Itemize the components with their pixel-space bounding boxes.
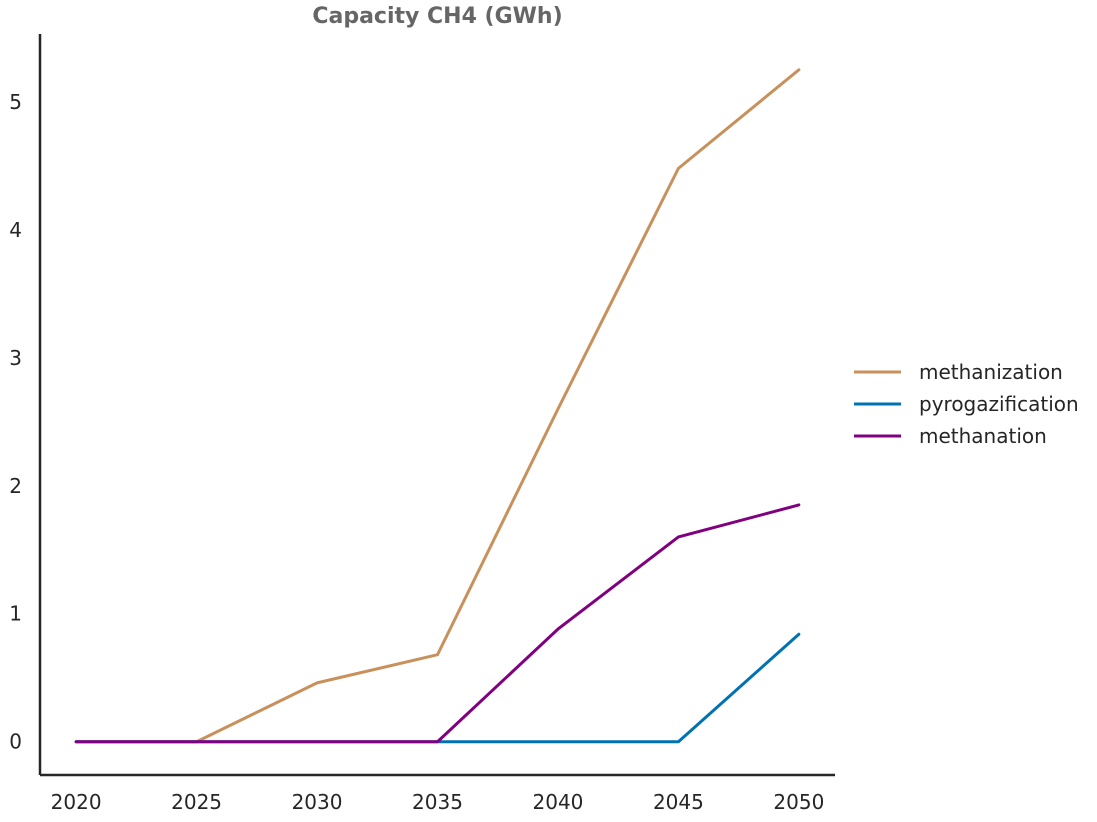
x-tick-label: 2020 [51,790,102,814]
series-line-methanation [74,503,801,744]
legend-label: methanization [919,360,1063,384]
legend: methanization pyrogazification methanation [854,360,1079,448]
axes [38,34,835,777]
y-tick-label: 3 [9,346,22,370]
y-tick-label: 4 [9,218,22,242]
x-tick-label: 2050 [773,790,824,814]
series-line-pyrogazification [74,632,801,744]
y-tick-labels: 0 1 2 3 4 5 [9,90,22,754]
x-tick-label: 2025 [171,790,222,814]
x-tick-label: 2045 [653,790,704,814]
x-tick-label: 2035 [412,790,463,814]
x-tick-label: 2040 [533,790,584,814]
chart-title: Capacity CH4 (GWh) [312,4,563,29]
y-tick-label: 1 [9,602,22,626]
y-tick-label: 2 [9,474,22,498]
y-tick-label: 5 [9,90,22,114]
legend-label: methanation [919,424,1047,448]
series-line-methanization [74,68,801,744]
series-lines [74,68,801,744]
legend-label: pyrogazification [919,392,1079,416]
y-tick-label: 0 [9,730,22,754]
x-tick-labels: 2020 2025 2030 2035 2040 2045 2050 [51,790,825,814]
x-tick-label: 2030 [292,790,343,814]
